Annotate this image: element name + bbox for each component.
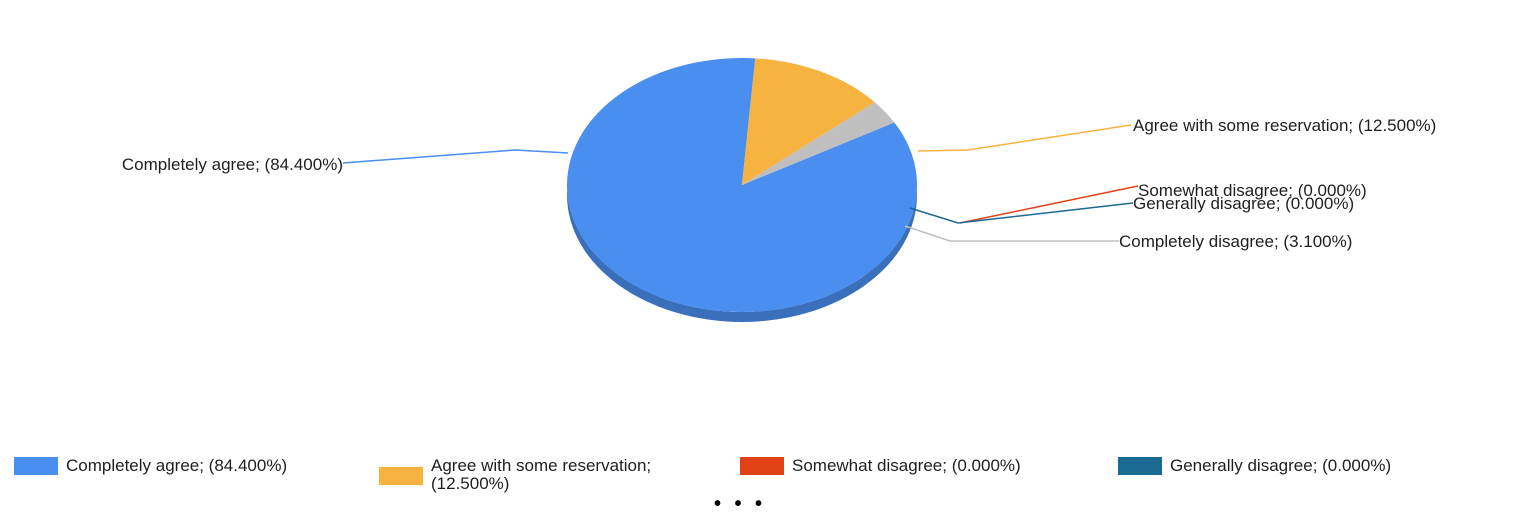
- legend-item-somewhat-disagree[interactable]: Somewhat disagree; (0.000%): [740, 457, 1021, 475]
- data-label-completely-agree: Completely agree; (84.400%): [122, 155, 343, 174]
- data-label-generally-disagree: Generally disagree; (0.000%): [1133, 194, 1354, 213]
- leader-line-completely-agree: [342, 149, 569, 164]
- legend-item-agree-with-some-reservation[interactable]: Agree with some reservation; (12.500%): [379, 457, 731, 493]
- legend-label-completely-agree: Completely agree; (84.400%): [66, 456, 288, 475]
- pie-data-labels: Completely agree; (84.400%) Agree with so…: [122, 116, 1436, 251]
- legend-more-indicator[interactable]: • • •: [713, 493, 767, 515]
- legend-item-completely-agree[interactable]: Completely agree; (84.400%): [14, 457, 287, 475]
- legend-item-generally-disagree[interactable]: Generally disagree; (0.000%): [1118, 457, 1391, 475]
- pie-slice-completely-disagree[interactable]: [742, 102, 895, 185]
- leader-line-generally-disagree: [909, 202, 1134, 224]
- legend-swatch-completely-agree: [14, 457, 58, 475]
- data-label-agree-with-some-reservation: Agree with some reservation; (12.500%): [1133, 116, 1436, 135]
- pie-slice-agree-with-some-reservation[interactable]: [742, 58, 875, 185]
- leader-line-completely-disagree: [904, 225, 1119, 242]
- legend-swatch-somewhat-disagree: [740, 457, 784, 475]
- legend-label-agree-with-some-reservation: Agree with some reservation; (12.500%): [431, 456, 652, 493]
- legend-label-somewhat-disagree: Somewhat disagree; (0.000%): [792, 456, 1021, 475]
- legend-label-generally-disagree: Generally disagree; (0.000%): [1170, 456, 1392, 475]
- leader-line-agree-with-some-reservation: [917, 124, 1132, 152]
- data-label-somewhat-disagree: Somewhat disagree; (0.000%): [1138, 181, 1367, 200]
- leader-line-somewhat-disagree: [959, 185, 1139, 224]
- pie-slices-layer: [567, 58, 918, 312]
- pie-slice-completely-agree[interactable]: [567, 58, 918, 312]
- data-label-completely-disagree: Completely disagree; (3.100%): [1119, 232, 1352, 251]
- legend-swatch-agree-with-some-reservation: [379, 467, 423, 485]
- pie-leader-lines: [342, 124, 1139, 242]
- legend-swatch-generally-disagree: [1118, 457, 1162, 475]
